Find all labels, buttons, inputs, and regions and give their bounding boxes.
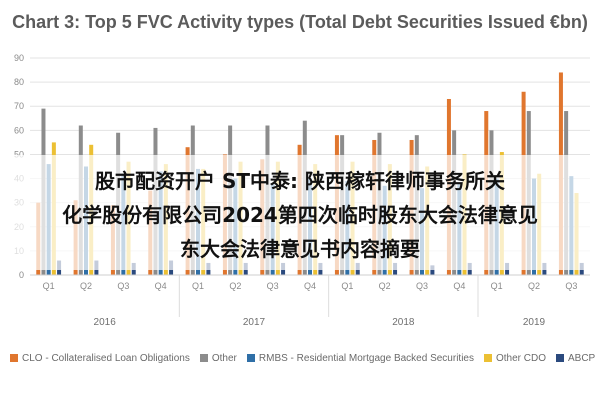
legend-swatch xyxy=(10,354,18,362)
x-tick-label: Q1 xyxy=(491,281,503,291)
headline-line-3: 东大会法律意见书内容摘要 xyxy=(180,237,420,261)
legend-label: CLO - Collateralised Loan Obligations xyxy=(22,352,190,364)
x-tick-label: Q4 xyxy=(155,281,167,291)
x-tick-label: Q3 xyxy=(416,281,428,291)
x-tick-label: Q3 xyxy=(117,281,129,291)
headline-overlay: 股市配资开户 ST中泰: 陕西稼轩律师事务所关 化学股份有限公司2024第四次临… xyxy=(0,155,600,270)
x-tick-label: Q2 xyxy=(80,281,92,291)
x-tick-label: Q1 xyxy=(192,281,204,291)
chart-title: Chart 3: Top 5 FVC Activity types (Total… xyxy=(12,12,588,32)
headline-line-1: 股市配资开户 ST中泰: 陕西稼轩律师事务所关 xyxy=(95,169,505,193)
y-tick-label: 60 xyxy=(14,125,24,135)
x-tick-label: Q3 xyxy=(565,281,577,291)
legend-item: RMBS - Residential Mortgage Backed Secur… xyxy=(246,352,474,364)
year-label: 2016 xyxy=(94,317,117,328)
year-label: 2018 xyxy=(392,317,415,328)
x-tick-label: Q4 xyxy=(304,281,316,291)
x-tick-label: Q2 xyxy=(229,281,241,291)
x-tick-label: Q4 xyxy=(453,281,465,291)
x-tick-label: Q2 xyxy=(379,281,391,291)
chart-legend: CLO - Collateralised Loan Obligations Oth… xyxy=(10,350,600,366)
x-tick-label: Q1 xyxy=(341,281,353,291)
y-tick-label: 70 xyxy=(14,101,24,111)
x-tick-label: Q1 xyxy=(43,281,55,291)
x-tick-label: Q3 xyxy=(267,281,279,291)
legend-item: CLO - Collateralised Loan Obligations xyxy=(10,353,190,364)
legend-swatch xyxy=(199,354,208,362)
bar xyxy=(430,265,435,275)
legend-swatch xyxy=(246,354,255,362)
y-tick-label: 80 xyxy=(14,77,24,87)
legend-label: Other xyxy=(211,352,237,364)
legend-swatch xyxy=(556,354,564,362)
legend-swatch xyxy=(483,354,492,362)
year-label: 2019 xyxy=(523,317,546,328)
legend-label: ABCP xyxy=(568,352,596,364)
legend-label: RMBS - Residential Mortgage Backed Secur… xyxy=(258,352,474,364)
year-label: 2017 xyxy=(243,317,266,328)
legend-item: ABCP xyxy=(556,353,595,364)
y-tick-label: 50 xyxy=(14,149,24,159)
legend-label: Other CDO xyxy=(495,352,546,364)
y-tick-label: 0 xyxy=(19,270,24,280)
x-tick-label: Q2 xyxy=(528,281,540,291)
legend-item: Other CDO xyxy=(483,352,546,364)
headline-line-2: 化学股份有限公司2024第四次临时股东大会法律意见 xyxy=(62,203,538,227)
y-tick-label: 90 xyxy=(14,53,24,63)
legend-item: Other xyxy=(199,352,237,364)
